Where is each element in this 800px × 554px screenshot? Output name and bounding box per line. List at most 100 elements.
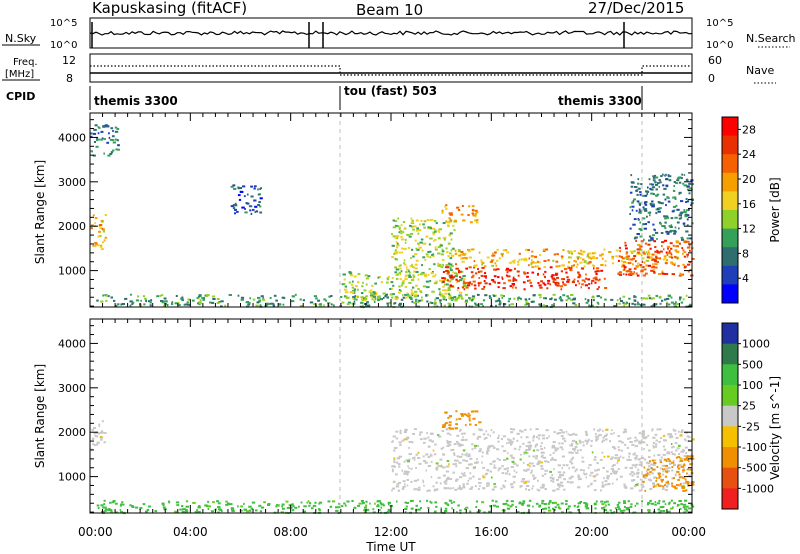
data-cell bbox=[461, 250, 464, 253]
data-cell bbox=[454, 427, 459, 430]
data-cell bbox=[573, 264, 575, 267]
data-cell bbox=[661, 299, 664, 302]
data-cell bbox=[652, 485, 655, 488]
data-cell bbox=[574, 445, 578, 448]
data-cell bbox=[664, 227, 667, 230]
data-cell bbox=[625, 247, 628, 250]
data-cell bbox=[600, 296, 602, 299]
data-cell bbox=[610, 298, 614, 301]
data-cell bbox=[545, 305, 548, 307]
data-cell bbox=[680, 431, 684, 434]
data-cell bbox=[419, 433, 421, 436]
data-cell bbox=[653, 476, 657, 479]
data-cell bbox=[647, 501, 651, 504]
data-cell bbox=[396, 483, 400, 486]
data-cell bbox=[611, 456, 614, 459]
data-cell bbox=[664, 464, 668, 467]
data-cell bbox=[583, 265, 586, 268]
data-cell bbox=[568, 252, 571, 254]
data-cell bbox=[413, 458, 416, 461]
data-cell bbox=[616, 461, 619, 464]
data-cell bbox=[112, 141, 116, 144]
data-cell bbox=[427, 507, 430, 509]
data-cell bbox=[546, 287, 549, 290]
data-cell bbox=[614, 454, 618, 457]
data-cell bbox=[649, 471, 652, 474]
data-cell bbox=[483, 437, 486, 440]
data-cell bbox=[459, 509, 462, 512]
colorbar-tick-label: -1000 bbox=[742, 482, 774, 495]
data-cell bbox=[604, 509, 607, 512]
data-cell bbox=[399, 289, 402, 292]
data-cell bbox=[496, 268, 500, 271]
data-cell bbox=[632, 200, 635, 202]
data-cell bbox=[453, 219, 457, 222]
data-cell bbox=[459, 295, 463, 298]
data-cell bbox=[622, 431, 625, 434]
data-cell bbox=[571, 252, 573, 255]
data-cell bbox=[641, 217, 646, 220]
data-cell bbox=[376, 505, 380, 508]
data-cell bbox=[445, 264, 449, 267]
data-cell bbox=[506, 504, 510, 507]
data-cell bbox=[622, 301, 625, 304]
data-cell bbox=[344, 285, 347, 288]
data-cell bbox=[544, 469, 548, 472]
data-cell bbox=[255, 304, 259, 307]
data-cell bbox=[487, 510, 492, 513]
data-cell bbox=[594, 278, 598, 281]
data-cell bbox=[583, 472, 585, 475]
data-cell bbox=[552, 478, 555, 481]
data-cell bbox=[497, 440, 500, 443]
data-cell bbox=[513, 267, 516, 270]
data-cell bbox=[544, 297, 547, 300]
data-cell bbox=[471, 248, 475, 251]
data-cell bbox=[473, 266, 476, 269]
data-cell bbox=[530, 261, 534, 264]
data-cell bbox=[476, 437, 479, 440]
data-cell bbox=[664, 484, 666, 487]
data-cell bbox=[237, 194, 241, 197]
data-cell bbox=[411, 286, 415, 289]
data-cell bbox=[455, 480, 458, 482]
data-cell bbox=[481, 501, 485, 504]
data-cell bbox=[577, 252, 580, 255]
data-cell bbox=[250, 185, 254, 188]
data-cell bbox=[90, 227, 93, 230]
data-cell bbox=[622, 509, 626, 512]
data-cell bbox=[423, 437, 427, 440]
data-cell bbox=[534, 255, 538, 258]
data-cell bbox=[562, 294, 566, 297]
data-cell bbox=[686, 455, 690, 458]
data-cell bbox=[445, 207, 448, 210]
data-cell bbox=[513, 469, 516, 472]
data-cell bbox=[412, 433, 415, 435]
data-cell bbox=[441, 211, 444, 214]
data-cell bbox=[558, 507, 562, 510]
data-cell bbox=[447, 476, 450, 479]
data-cell bbox=[566, 507, 570, 510]
data-cell bbox=[319, 501, 323, 504]
data-cell bbox=[601, 485, 605, 488]
data-cell bbox=[449, 269, 453, 272]
data-cell bbox=[101, 420, 104, 423]
data-cell bbox=[663, 187, 667, 190]
data-cell bbox=[629, 437, 632, 440]
data-cell bbox=[441, 277, 445, 280]
data-cell bbox=[253, 199, 257, 202]
data-cell bbox=[294, 293, 297, 296]
data-cell bbox=[654, 246, 657, 248]
data-cell bbox=[669, 230, 672, 233]
data-cell bbox=[648, 465, 651, 468]
data-cell bbox=[392, 440, 394, 443]
data-cell bbox=[232, 184, 236, 187]
data-cell bbox=[558, 485, 560, 488]
data-cell bbox=[437, 237, 441, 240]
data-cell bbox=[621, 257, 625, 260]
data-cell bbox=[484, 294, 488, 297]
data-cell bbox=[426, 499, 429, 502]
data-cell bbox=[442, 236, 446, 239]
data-cell bbox=[607, 503, 610, 506]
data-cell bbox=[568, 511, 571, 514]
data-cell bbox=[500, 487, 503, 490]
